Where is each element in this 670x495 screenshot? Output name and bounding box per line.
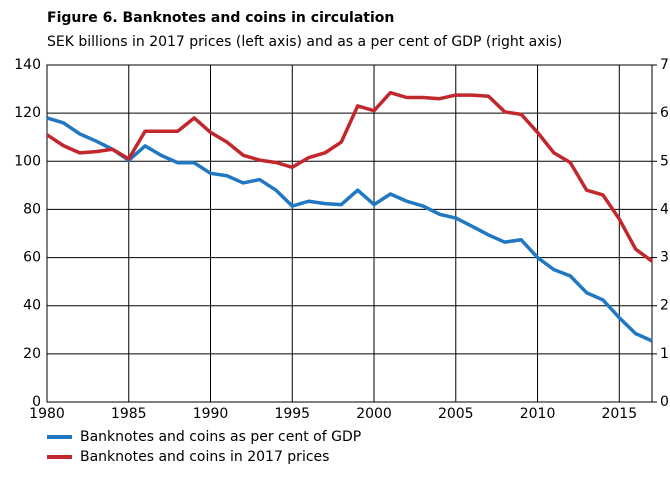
y-tick-label: 120 [14,105,41,121]
y-tick-label: 140 [14,57,41,73]
chart-subtitle: SEK billions in 2017 prices (left axis) … [47,34,562,50]
x-tick-label: 2000 [356,406,392,422]
y2-tick-label: 7 [660,57,669,73]
x-tick-label: 1990 [193,406,229,422]
chart-title: Figure 6. Banknotes and coins in circula… [47,10,394,26]
x-tick-label: 2015 [601,406,637,422]
x-tick-label: 1995 [274,406,310,422]
y-tick-label: 0 [32,394,41,410]
y2-tick-label: 5 [660,153,669,169]
y2-tick-label: 3 [660,250,669,266]
y2-tick-label: 0 [660,394,669,410]
y2-tick-label: 6 [660,105,669,121]
y2-tick-label: 1 [660,346,669,362]
y-tick-label: 20 [23,346,41,362]
legend-label: Banknotes and coins as per cent of GDP [80,429,361,445]
legend-label: Banknotes and coins in 2017 prices [80,449,329,465]
x-tick-label: 1985 [111,406,147,422]
series-line [46,116,653,343]
x-tick-label: 1980 [29,406,65,422]
y-tick-label: 80 [23,201,41,217]
plot-frame [46,64,653,403]
y-tick-label: 100 [14,153,41,169]
x-tick-label: 2005 [438,406,474,422]
series-line [46,90,654,263]
y-tick-label: 60 [23,250,41,266]
y2-tick-label: 4 [660,201,669,217]
x-tick-label: 2010 [520,406,556,422]
y-tick-label: 40 [23,298,41,314]
y2-tick-label: 2 [660,298,669,314]
